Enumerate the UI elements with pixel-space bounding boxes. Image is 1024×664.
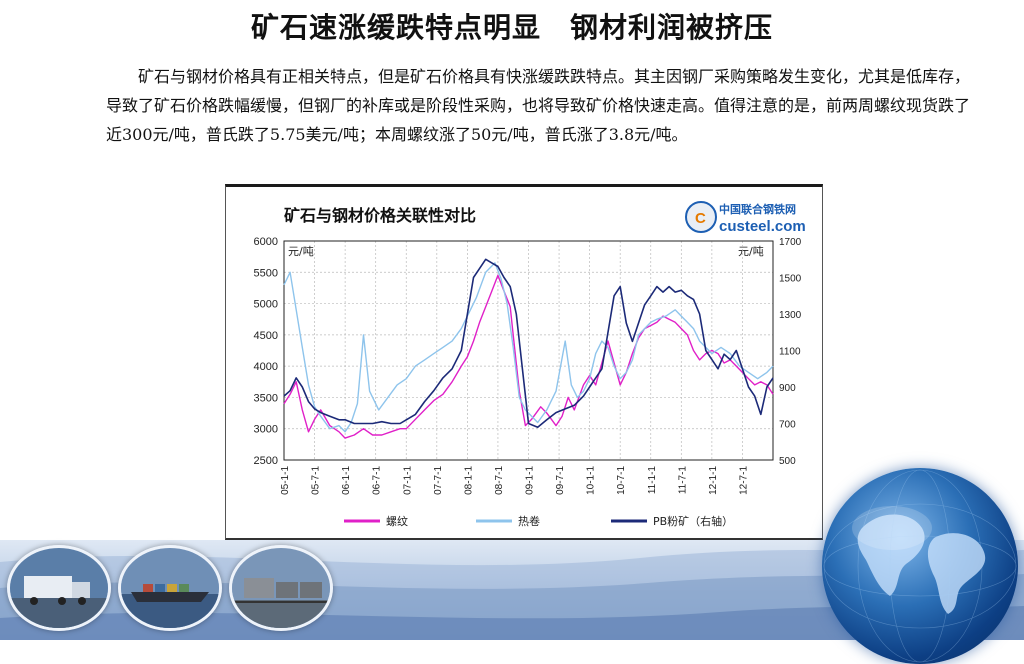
legend: 螺纹 热卷 PB粉矿（右轴） <box>344 514 733 528</box>
x-tick-label: 10-1-1 <box>586 466 597 495</box>
legend-label: 热卷 <box>518 514 540 528</box>
custeel-logo: C 中国联合钢铁网 custeel.com <box>685 201 806 235</box>
slide-body-text: 矿石与钢材价格具有正相关特点，但是矿石价格具有快涨缓跌跌特点。其主因钢厂采购策略… <box>106 67 971 144</box>
chart-frame: 矿石与钢材价格关联性对比 C 中国联合钢铁网 custeel.com 元/吨 元… <box>225 184 823 540</box>
truck-trailer-icon <box>24 576 72 598</box>
logo-en-text: custeel.com <box>719 218 806 235</box>
series-line-1 <box>283 274 774 439</box>
x-tick-label: 05-7-1 <box>311 466 322 495</box>
x-tick-label: 12-7-1 <box>738 466 749 495</box>
logo-emblem-letter: C <box>695 210 706 227</box>
left-tick-label: 5500 <box>254 267 278 279</box>
slide-title: 矿石速涨缓跌特点明显 钢材利润被挤压 <box>250 11 773 44</box>
series-line-2 <box>283 262 774 433</box>
left-tick-label: 5000 <box>254 299 278 311</box>
left-tick-label: 4000 <box>254 361 278 373</box>
globe-graphic <box>822 468 1018 664</box>
x-tick-label: 07-7-1 <box>433 466 444 495</box>
plot-area-border <box>283 240 774 461</box>
right-tick-label: 1300 <box>779 310 802 321</box>
x-tick-label: 12-1-1 <box>708 466 719 495</box>
truck-cab-icon <box>72 582 90 598</box>
left-tick-label: 4500 <box>254 330 278 342</box>
left-tick-label: 3000 <box>254 424 278 436</box>
series-lines <box>283 258 774 439</box>
left-axis-unit: 元/吨 <box>288 245 314 258</box>
left-axis: 2500 3000 3500 4000 4500 5000 5500 6000 <box>254 236 278 467</box>
left-tick-label: 3500 <box>254 392 278 404</box>
logo-cn-text: 中国联合钢铁网 <box>719 202 796 216</box>
right-tick-label: 1700 <box>779 237 802 248</box>
price-correlation-chart: 矿石与钢材价格关联性对比 C 中国联合钢铁网 custeel.com 元/吨 元… <box>226 187 822 538</box>
right-tick-label: 1100 <box>779 347 801 358</box>
cargo-ship-photo <box>118 545 222 631</box>
series-line-3 <box>283 258 774 428</box>
x-tick-label: 09-7-1 <box>555 466 566 495</box>
x-tick-label: 08-7-1 <box>494 466 505 495</box>
left-tick-label: 2500 <box>254 455 278 467</box>
x-tick-label: 06-7-1 <box>372 466 383 495</box>
truck-photo <box>7 545 111 631</box>
right-axis: 500 700 900 1100 1300 1500 1700 <box>779 237 802 467</box>
legend-label: 螺纹 <box>386 514 408 528</box>
right-tick-label: 900 <box>779 383 796 394</box>
right-tick-label: 500 <box>779 456 796 467</box>
x-axis: 05-1-1 05-7-1 06-1-1 06-7-1 07-1-1 07-7-1 08-1… <box>280 466 749 495</box>
chart-title: 矿石与钢材价格关联性对比 <box>284 206 476 225</box>
legend-label: PB粉矿（右轴） <box>653 514 733 528</box>
logo-emblem-icon <box>685 201 717 233</box>
x-tick-label: 10-7-1 <box>616 466 627 495</box>
x-tick-label: 11-1-1 <box>647 466 658 495</box>
right-tick-label: 1500 <box>779 274 802 285</box>
x-tick-label: 07-1-1 <box>402 466 413 495</box>
continent-icon <box>857 514 925 596</box>
locomotive-icon <box>244 578 274 598</box>
x-tick-label: 11-7-1 <box>677 466 688 495</box>
left-tick-label: 6000 <box>254 236 278 248</box>
x-tick-label: 08-1-1 <box>463 466 474 495</box>
right-tick-label: 700 <box>779 420 796 431</box>
x-tick-label: 06-1-1 <box>341 466 352 495</box>
x-tick-label: 05-1-1 <box>280 466 291 495</box>
freight-train-photo <box>229 545 333 631</box>
x-tick-label: 09-1-1 <box>525 466 536 495</box>
ship-hull-icon <box>131 592 209 602</box>
right-axis-unit: 元/吨 <box>738 245 764 258</box>
